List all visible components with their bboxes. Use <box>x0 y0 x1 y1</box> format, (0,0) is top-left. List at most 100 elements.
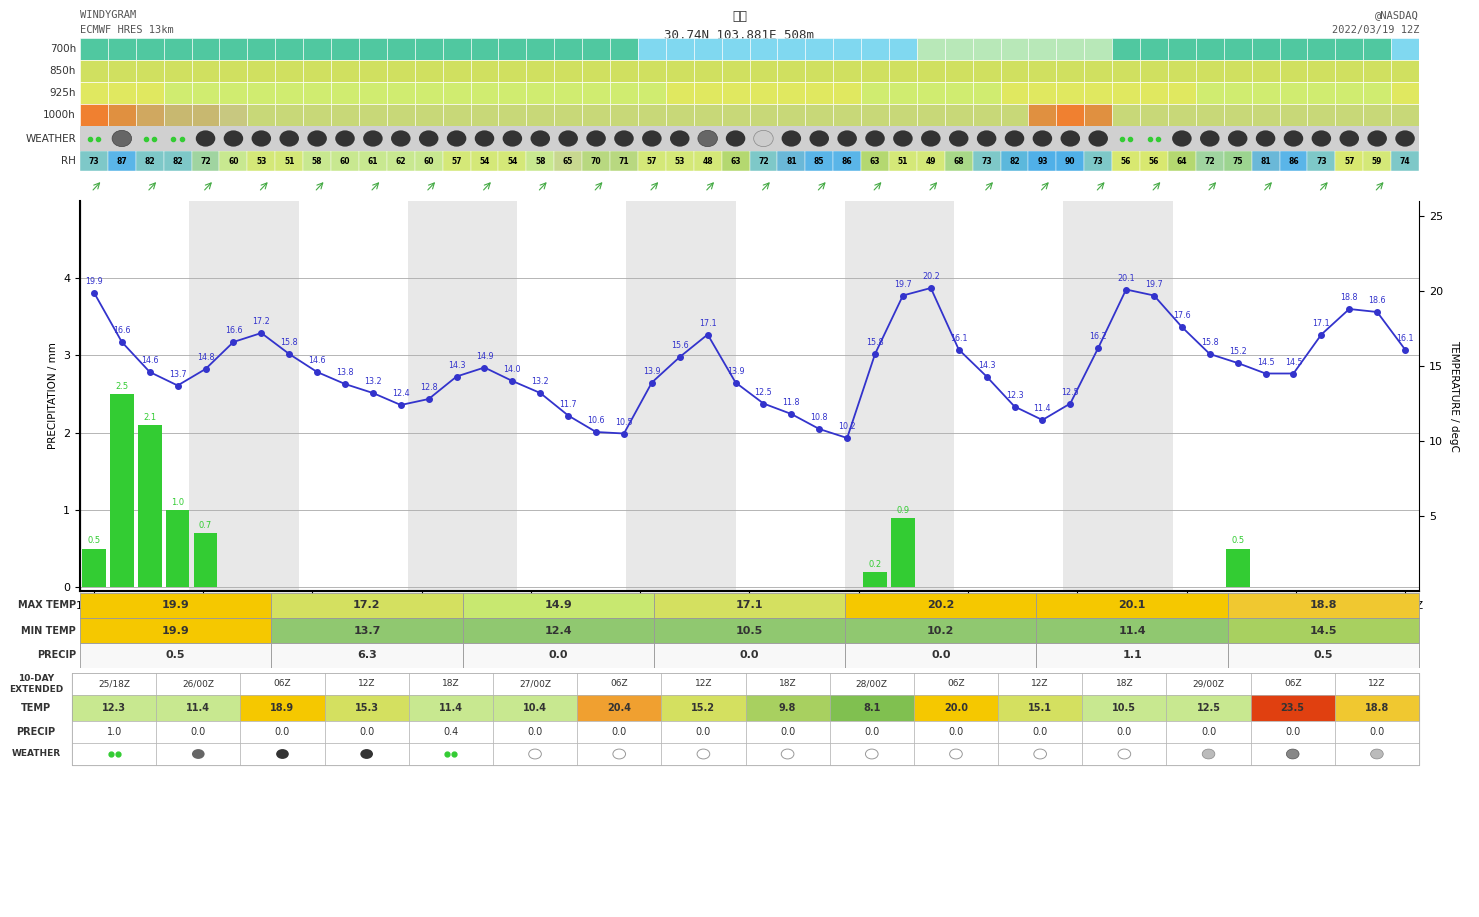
Bar <box>331 82 359 104</box>
Bar <box>1251 151 1279 171</box>
Text: 25/18Z: 25/18Z <box>98 679 130 689</box>
Bar <box>166 510 189 587</box>
Bar <box>1251 695 1336 721</box>
Text: 15.2: 15.2 <box>1229 347 1247 356</box>
Bar <box>805 60 833 82</box>
Text: 51: 51 <box>898 157 908 165</box>
Ellipse shape <box>390 130 411 147</box>
Text: 71: 71 <box>618 157 629 165</box>
Text: 0.0: 0.0 <box>1117 727 1131 737</box>
Text: 0.0: 0.0 <box>932 650 951 660</box>
Ellipse shape <box>1340 130 1359 147</box>
Text: 90: 90 <box>1065 157 1075 165</box>
Text: 62: 62 <box>395 157 407 165</box>
Text: 0.5: 0.5 <box>87 536 101 546</box>
Bar <box>72 721 157 743</box>
Bar <box>80 618 271 643</box>
Bar <box>387 82 414 104</box>
Bar <box>889 104 917 126</box>
Bar <box>830 721 914 743</box>
Ellipse shape <box>361 749 373 759</box>
Bar <box>1228 643 1418 668</box>
Bar <box>861 104 889 126</box>
Bar <box>194 533 217 587</box>
Text: 14.3: 14.3 <box>978 360 995 370</box>
Bar <box>637 151 666 171</box>
Text: 16.6: 16.6 <box>112 326 130 335</box>
Bar <box>442 60 470 82</box>
Bar <box>577 743 661 765</box>
Bar <box>414 38 442 60</box>
Text: 20.4: 20.4 <box>608 703 632 713</box>
Bar <box>324 743 408 765</box>
Text: 65: 65 <box>563 157 574 165</box>
Bar <box>778 60 805 82</box>
Bar <box>493 721 577 743</box>
Bar <box>241 695 324 721</box>
Bar <box>1056 60 1084 82</box>
Bar <box>661 695 745 721</box>
Bar <box>271 618 463 643</box>
Bar <box>1336 60 1364 82</box>
Bar <box>609 151 637 171</box>
Bar <box>241 721 324 743</box>
Bar <box>498 60 527 82</box>
Bar <box>1028 82 1056 104</box>
Text: 0.0: 0.0 <box>1370 727 1384 737</box>
Bar <box>917 104 945 126</box>
Bar <box>1307 104 1336 126</box>
Bar <box>80 151 108 171</box>
Text: 60: 60 <box>228 157 238 165</box>
Text: 82: 82 <box>145 157 155 165</box>
Text: 成都
30.74N 103.881E 508m: 成都 30.74N 103.881E 508m <box>664 10 815 42</box>
Text: 1.0: 1.0 <box>172 498 185 507</box>
Text: 18.8: 18.8 <box>1309 601 1337 611</box>
Bar <box>1168 82 1197 104</box>
Ellipse shape <box>1287 749 1299 759</box>
Bar <box>157 721 241 743</box>
Bar <box>157 695 241 721</box>
Bar <box>271 643 463 668</box>
Text: 0.4: 0.4 <box>444 727 458 737</box>
Bar <box>805 82 833 104</box>
Bar <box>1083 721 1167 743</box>
Bar <box>1168 60 1197 82</box>
Text: 56: 56 <box>1121 157 1131 165</box>
Bar <box>80 593 271 618</box>
Text: PRECIP: PRECIP <box>16 727 56 737</box>
Bar <box>72 695 157 721</box>
Bar <box>470 151 498 171</box>
Bar <box>745 743 830 765</box>
Bar <box>1197 60 1223 82</box>
Bar <box>864 571 887 587</box>
Bar <box>324 695 408 721</box>
Bar <box>830 673 914 695</box>
Ellipse shape <box>865 130 884 147</box>
Bar <box>414 82 442 104</box>
Bar <box>694 82 722 104</box>
Text: 12Z: 12Z <box>1368 679 1386 689</box>
Bar <box>442 38 470 60</box>
Bar <box>1251 673 1336 695</box>
Ellipse shape <box>1034 749 1047 759</box>
Text: 13.2: 13.2 <box>531 377 549 386</box>
Bar <box>1167 743 1251 765</box>
Ellipse shape <box>781 749 794 759</box>
Text: MIN TEMP: MIN TEMP <box>21 625 75 635</box>
Bar <box>157 743 241 765</box>
Text: 16.6: 16.6 <box>225 326 243 335</box>
Text: 10.2: 10.2 <box>927 625 954 635</box>
Text: 49: 49 <box>926 157 936 165</box>
Text: 10.6: 10.6 <box>587 416 605 425</box>
Text: 16.2: 16.2 <box>1090 332 1106 341</box>
Bar <box>136 38 164 60</box>
Text: 86: 86 <box>842 157 852 165</box>
Bar <box>408 201 518 591</box>
Text: PRECIP: PRECIP <box>37 650 75 660</box>
Bar <box>518 201 626 591</box>
Text: 57: 57 <box>646 157 657 165</box>
Bar <box>83 548 106 587</box>
Ellipse shape <box>1089 130 1108 147</box>
Ellipse shape <box>865 749 879 759</box>
Bar <box>527 104 555 126</box>
